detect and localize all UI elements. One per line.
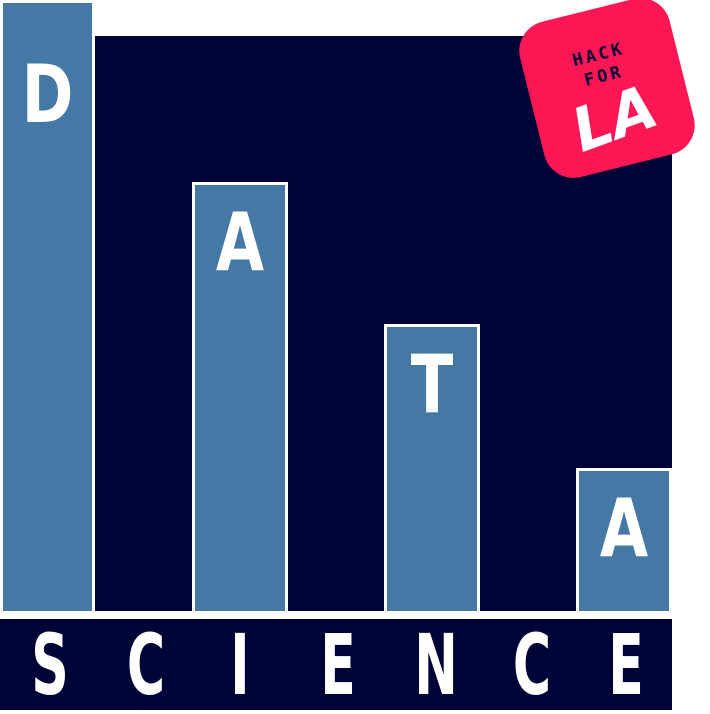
science-letter-i: I [230,616,250,714]
science-letter-e2: E [608,616,644,714]
bar-letter-d: D [21,48,74,141]
bar-a2: A [576,468,672,612]
science-letter-c2: C [512,616,552,714]
science-band: S C I E N C E [0,619,672,710]
bar-letter-a1: A [215,196,265,289]
bar-d: D [0,0,95,612]
science-letter-c1: C [126,616,166,714]
science-letter-n: N [414,616,458,714]
bottom-rule [0,611,672,619]
bar-letter-a2: A [599,482,649,575]
bar-t: T [384,324,480,612]
science-letter-e1: E [320,616,356,714]
bar-a1: A [192,182,288,612]
science-letter-s: S [31,616,69,714]
bar-letter-t: T [410,338,454,431]
